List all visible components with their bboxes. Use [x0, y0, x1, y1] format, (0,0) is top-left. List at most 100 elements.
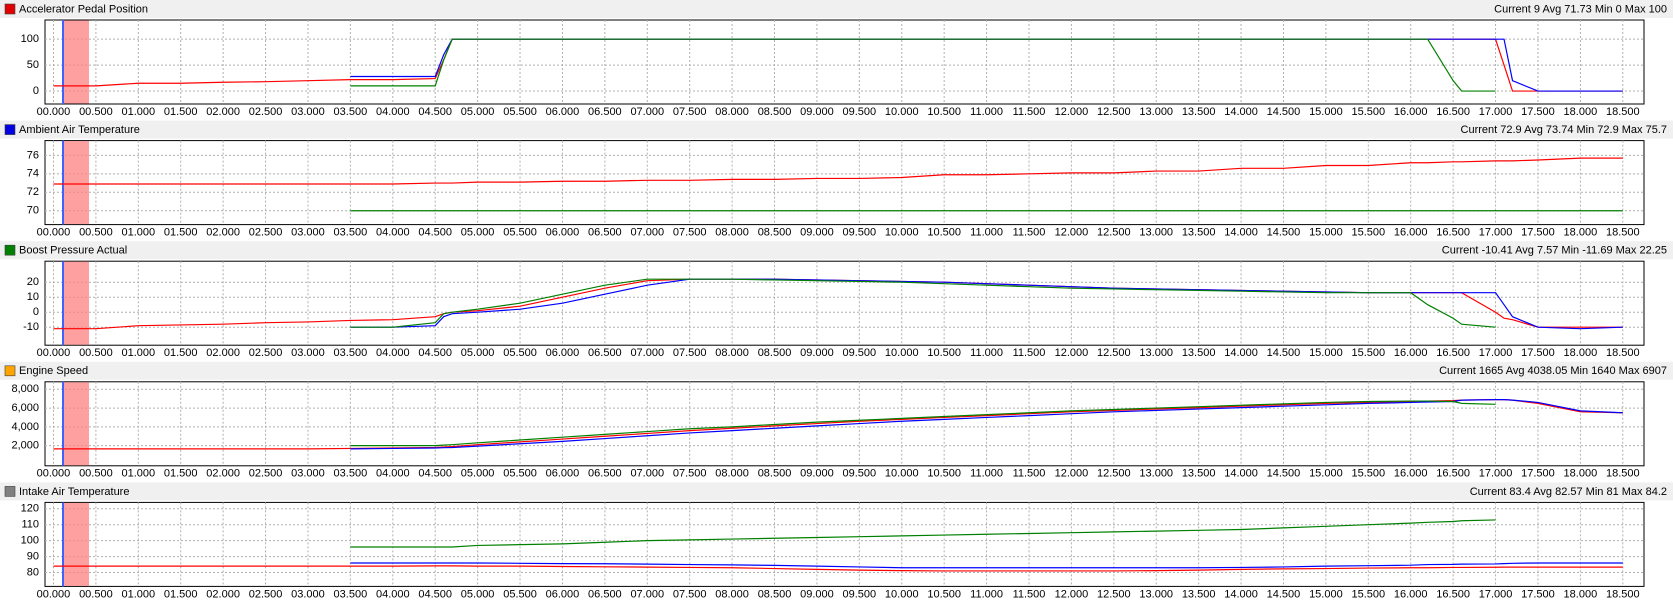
x-tick-label: 03.000 [291, 588, 325, 600]
x-tick-label: 00.000 [37, 347, 71, 359]
x-tick-label: 18.000 [1564, 227, 1598, 239]
chart-title: Accelerator Pedal Position [19, 3, 148, 15]
x-tick-label: 00.000 [37, 227, 71, 239]
panel-header [0, 0, 1673, 18]
x-tick-label: 06.500 [588, 588, 622, 600]
x-tick-label: 15.000 [1309, 106, 1343, 118]
x-tick-label: 12.000 [1055, 347, 1089, 359]
x-tick-label: 05.500 [503, 468, 537, 480]
x-tick-label: 01.500 [164, 468, 198, 480]
y-tick-label: 100 [21, 535, 39, 547]
series-marker [4, 3, 16, 15]
x-tick-label: 10.000 [885, 588, 919, 600]
x-tick-label: 18.500 [1606, 468, 1640, 480]
x-tick-label: 10.500 [927, 106, 961, 118]
x-tick-label: 04.500 [418, 468, 452, 480]
x-tick-label: 17.000 [1479, 588, 1513, 600]
y-tick-label: 72 [27, 186, 39, 198]
x-tick-label: 13.500 [1182, 468, 1216, 480]
x-tick-label: 10.000 [885, 347, 919, 359]
chart-stats: Current -10.41 Avg 7.57 Min -11.69 Max 2… [1442, 245, 1667, 257]
x-tick-label: 10.500 [927, 227, 961, 239]
x-tick-label: 04.000 [376, 227, 410, 239]
x-tick-label: 07.000 [630, 468, 664, 480]
chart-panel: Accelerator Pedal Position Current 9 Avg … [0, 0, 1673, 118]
y-tick-label: 4,000 [11, 421, 39, 433]
x-tick-label: 15.500 [1351, 106, 1385, 118]
x-tick-label: 18.000 [1564, 106, 1598, 118]
x-tick-label: 04.500 [418, 588, 452, 600]
x-tick-label: 11.000 [970, 227, 1003, 239]
selection-region [62, 141, 89, 225]
x-tick-label: 01.000 [121, 468, 155, 480]
chart-panel: Engine Speed Current 1665 Avg 4038.05 Min… [0, 361, 1673, 480]
x-tick-label: 09.000 [800, 588, 834, 600]
x-tick-label: 02.000 [206, 468, 240, 480]
panel-header [0, 241, 1673, 260]
y-tick-label: 20 [27, 276, 39, 288]
data-line [350, 400, 1496, 447]
x-tick-label: 18.000 [1564, 347, 1598, 359]
x-tick-label: 06.000 [546, 588, 580, 600]
x-tick-label: 00.000 [37, 106, 71, 118]
x-tick-label: 10.500 [927, 588, 961, 600]
x-tick-label: 13.000 [1139, 106, 1173, 118]
x-tick-label: 04.500 [418, 227, 452, 239]
x-tick-label: 14.000 [1224, 106, 1258, 118]
x-tick-label: 04.000 [376, 106, 410, 118]
x-tick-label: 07.500 [673, 347, 707, 359]
x-tick-label: 18.500 [1606, 106, 1640, 118]
x-tick-label: 13.000 [1139, 227, 1173, 239]
plot-area [44, 140, 1645, 226]
x-tick-label: 03.500 [334, 468, 368, 480]
x-tick-label: 17.500 [1521, 227, 1555, 239]
x-tick-label: 08.000 [715, 106, 749, 118]
selection-region [62, 382, 89, 466]
x-tick-label: 00.000 [37, 468, 71, 480]
x-tick-label: 02.500 [249, 468, 283, 480]
series-marker [4, 244, 16, 256]
x-tick-label: 14.000 [1224, 468, 1258, 480]
chart-panel: Intake Air Temperature Current 83.4 Avg 8… [0, 482, 1673, 600]
x-tick-label: 16.500 [1436, 347, 1470, 359]
x-tick-label: 13.500 [1182, 106, 1216, 118]
x-tick-label: 12.500 [1097, 227, 1131, 239]
x-tick-label: 04.500 [418, 106, 452, 118]
x-tick-label: 09.500 [843, 588, 877, 600]
x-tick-label: 11.500 [1013, 468, 1046, 480]
plot-area [44, 19, 1645, 105]
x-tick-label: 02.000 [206, 227, 240, 239]
x-tick-label: 08.500 [758, 227, 792, 239]
selection-region [62, 20, 89, 104]
x-tick-label: 16.500 [1436, 227, 1470, 239]
x-tick-label: 17.000 [1479, 227, 1513, 239]
x-tick-label: 01.000 [121, 227, 155, 239]
x-tick-label: 01.000 [121, 347, 155, 359]
x-tick-label: 01.000 [121, 588, 155, 600]
x-tick-label: 16.000 [1394, 347, 1428, 359]
x-tick-label: 03.000 [291, 347, 325, 359]
x-tick-label: 02.500 [249, 106, 283, 118]
y-tick-label: 76 [27, 149, 39, 161]
x-tick-label: 14.500 [1267, 227, 1301, 239]
y-tick-label: -10 [23, 321, 39, 333]
x-tick-label: 08.500 [758, 106, 792, 118]
x-tick-label: 12.000 [1055, 468, 1089, 480]
x-tick-label: 15.000 [1309, 468, 1343, 480]
x-tick-label: 08.500 [758, 347, 792, 359]
y-tick-label: 10 [27, 291, 39, 303]
x-tick-label: 18.000 [1564, 468, 1598, 480]
x-tick-label: 17.000 [1479, 106, 1513, 118]
y-tick-label: 6,000 [11, 402, 39, 414]
x-tick-label: 06.500 [588, 106, 622, 118]
x-tick-label: 17.500 [1521, 468, 1555, 480]
x-tick-label: 09.000 [800, 347, 834, 359]
x-tick-label: 02.500 [249, 588, 283, 600]
x-tick-label: 01.500 [164, 227, 198, 239]
x-tick-label: 00.500 [79, 588, 113, 600]
x-tick-label: 05.000 [461, 347, 495, 359]
x-tick-label: 12.500 [1097, 347, 1131, 359]
y-tick-label: 100 [21, 33, 39, 45]
x-tick-label: 05.500 [503, 588, 537, 600]
